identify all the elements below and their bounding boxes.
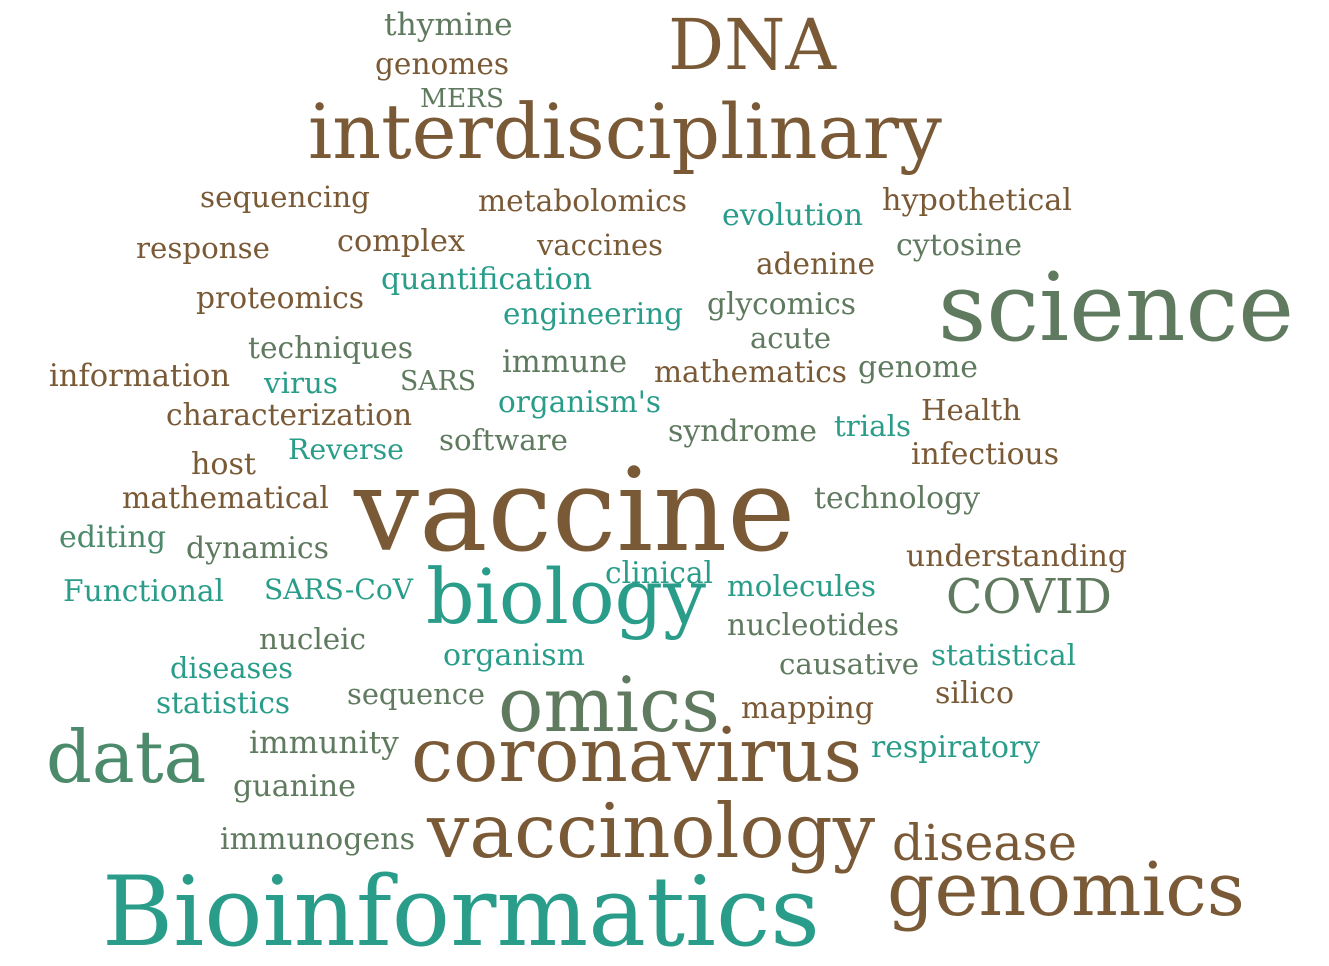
word-characterization: characterization — [166, 398, 412, 432]
word-omics: omics — [498, 661, 720, 749]
word-virus: virus — [264, 366, 338, 400]
word-response: response — [136, 231, 271, 265]
word-sequencing: sequencing — [200, 180, 370, 214]
word-health: Health — [921, 393, 1021, 427]
word-syndrome: syndrome — [668, 414, 818, 449]
word-molecules: molecules — [727, 569, 876, 603]
word-host: host — [191, 447, 257, 482]
word-genome: genome — [858, 350, 978, 385]
word-covid: COVID — [946, 570, 1112, 625]
word-genomes: genomes — [375, 47, 510, 81]
word-disease: disease — [892, 814, 1077, 872]
word-sequence: sequence — [347, 677, 486, 711]
word-data: data — [46, 715, 207, 799]
word-quantification: quantification — [381, 262, 593, 297]
word-coronavirus: coronavirus — [411, 711, 863, 799]
word-science: science — [938, 254, 1294, 363]
word-vaccines: vaccines — [537, 228, 664, 262]
word-silico: silico — [935, 676, 1015, 711]
word-sars: SARS — [400, 366, 477, 397]
word-organisms: organism's — [498, 385, 661, 419]
word-nucleic: nucleic — [259, 622, 367, 656]
word-genomics: genomics — [887, 846, 1245, 933]
word-infectious: infectious — [911, 437, 1059, 472]
word-understanding: understanding — [906, 539, 1127, 574]
word-evolution: evolution — [722, 198, 864, 233]
word-technology: technology — [814, 481, 980, 516]
word-functional: Functional — [63, 573, 224, 608]
word-mers: MERS — [420, 84, 504, 114]
word-cytosine: cytosine — [896, 228, 1022, 263]
word-mathematical: mathematical — [122, 481, 329, 516]
word-hypothetical: hypothetical — [882, 183, 1072, 218]
word-information: information — [49, 359, 231, 394]
word-statistics: statistics — [156, 686, 291, 720]
word-complex: complex — [337, 224, 465, 259]
word-immunity: immunity — [249, 725, 399, 761]
word-vaccine: vaccine — [354, 444, 796, 578]
word-acute: acute — [750, 321, 832, 355]
word-statistical: statistical — [931, 638, 1076, 672]
word-trials: trials — [834, 409, 912, 443]
word-glycomics: glycomics — [707, 286, 856, 321]
word-software: software — [439, 423, 568, 457]
word-dna: DNA — [668, 4, 836, 86]
word-immune: immune — [502, 345, 627, 380]
word-organism: organism — [443, 638, 585, 673]
word-vaccinology: vaccinology — [427, 787, 876, 875]
word-respiratory: respiratory — [871, 730, 1041, 765]
word-adenine: adenine — [756, 247, 876, 281]
word-thymine: thymine — [384, 7, 513, 43]
word-proteomics: proteomics — [196, 281, 364, 316]
word-dynamics: dynamics — [186, 531, 330, 566]
word-sars-cov: SARS-CoV — [264, 573, 413, 606]
word-biology: biology — [426, 553, 706, 641]
word-causative: causative — [779, 647, 920, 681]
word-mathematics: mathematics — [654, 355, 847, 389]
word-clinical: clinical — [605, 555, 713, 590]
word-techniques: techniques — [248, 331, 413, 366]
word-diseases: diseases — [170, 651, 294, 685]
word-editing: editing — [59, 520, 167, 555]
word-guanine: guanine — [233, 769, 356, 804]
word-immunogens: immunogens — [220, 822, 415, 857]
word-mapping: mapping — [741, 691, 874, 726]
word-engineering: engineering — [503, 297, 684, 331]
word-nucleotides: nucleotides — [727, 608, 900, 642]
word-metabolomics: metabolomics — [478, 183, 687, 218]
word-reverse: Reverse — [288, 433, 404, 466]
word-interdisciplinary: interdisciplinary — [308, 88, 942, 176]
word-bioinformatics: Bioinformatics — [102, 855, 820, 966]
